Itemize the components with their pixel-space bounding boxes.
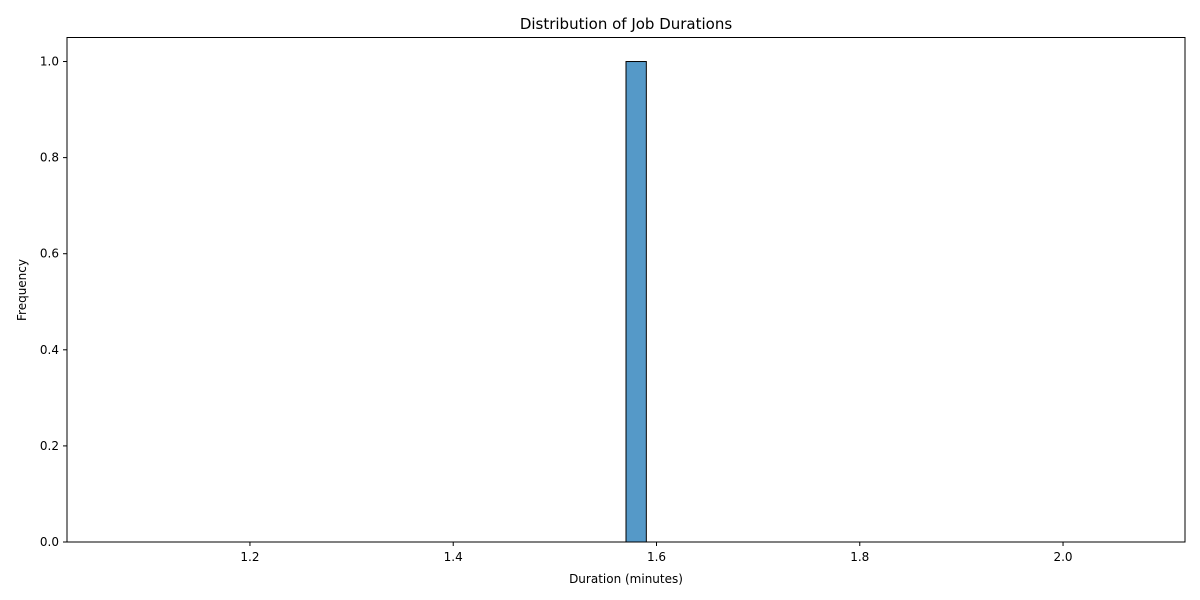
- x-tick-label: 2.0: [1053, 550, 1072, 564]
- x-axis-label: Duration (minutes): [569, 572, 683, 586]
- y-tick-label: 0.2: [40, 439, 59, 453]
- bars-group: [625, 61, 647, 543]
- y-axis-label: Frequency: [15, 259, 29, 321]
- y-tick-label: 0.0: [40, 535, 59, 549]
- x-tick-label: 1.6: [647, 550, 666, 564]
- x-tick-label: 1.8: [850, 550, 869, 564]
- y-tick-label: 0.8: [40, 151, 59, 165]
- y-tick-label: 0.4: [40, 343, 59, 357]
- y-axis-ticks: 0.0 0.2 0.4 0.6 0.8 1.0: [40, 55, 67, 549]
- y-tick-label: 1.0: [40, 55, 59, 69]
- x-axis-ticks: 1.2 1.4 1.6 1.8 2.0: [240, 542, 1073, 564]
- x-tick-label: 1.4: [444, 550, 463, 564]
- x-tick-label: 1.2: [240, 550, 259, 564]
- y-tick-label: 0.6: [40, 247, 59, 261]
- chart-title: Distribution of Job Durations: [520, 15, 733, 33]
- histogram-bar: [625, 61, 647, 543]
- plot-frame: [66, 37, 1186, 543]
